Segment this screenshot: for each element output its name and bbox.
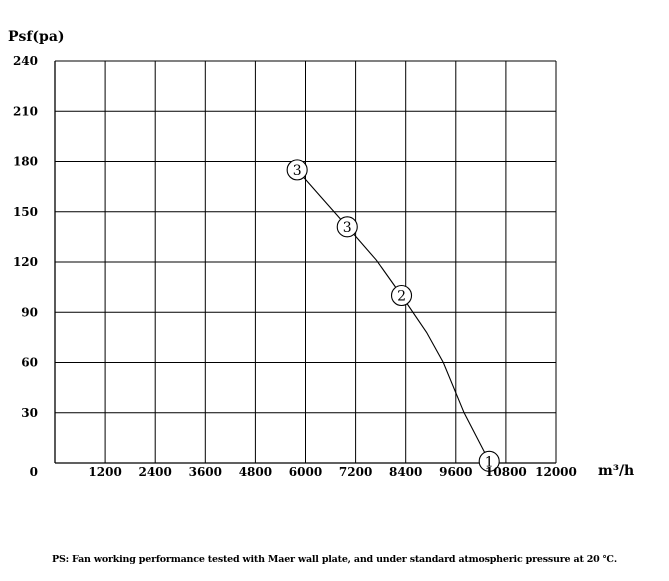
curve-marker: 2 — [390, 284, 413, 307]
y-tick-label: 210 — [13, 104, 38, 118]
y-tick-label: 0 — [30, 465, 38, 479]
marker-layer: 3 3 2 1 — [286, 159, 500, 472]
x-tick-label: 4800 — [239, 465, 272, 479]
marker-label: 3 — [343, 220, 352, 236]
x-axis-title: m³/h — [598, 463, 634, 479]
y-tick-label: 60 — [21, 356, 38, 370]
x-tick-label: 7200 — [339, 465, 372, 479]
marker-circle — [478, 450, 500, 472]
marker-label: 1 — [485, 454, 494, 470]
y-tick-label: 150 — [13, 205, 38, 219]
x-tick-label: 12000 — [535, 465, 577, 479]
marker-circle — [336, 216, 358, 238]
y-tick-label: 120 — [13, 255, 38, 269]
curve-marker: 1 — [478, 450, 500, 472]
marker-label: 3 — [293, 163, 302, 179]
y-tick-label: 180 — [13, 155, 38, 169]
x-tick-label: 6000 — [289, 465, 322, 479]
x-tick-label: 3600 — [189, 465, 222, 479]
footnote: PS: Fan working performance tested with … — [52, 554, 617, 565]
performance-chart: 3 3 2 1 0 30 60 90 120 150 180 210 240 1200 2400 3600 4… — [8, 29, 634, 479]
y-tick-label: 90 — [21, 305, 38, 319]
axes — [54, 61, 556, 464]
tick-labels: 0 30 60 90 120 150 180 210 240 1200 2400 3600 4800 60… — [13, 54, 577, 479]
curve-marker: 3 — [286, 159, 308, 181]
x-tick-label: 10800 — [485, 465, 527, 479]
grid — [55, 60, 557, 463]
x-tick-label: 8400 — [389, 465, 422, 479]
y-axis-title: Psf(pa) — [8, 29, 65, 45]
x-tick-label: 9600 — [439, 465, 472, 479]
series-layer — [296, 169, 490, 462]
y-tick-label: 240 — [13, 54, 38, 68]
marker-circle — [286, 159, 308, 181]
y-tick-label: 30 — [21, 406, 38, 420]
curve-marker: 3 — [336, 216, 358, 238]
x-tick-label: 2400 — [138, 465, 171, 479]
performance-curve — [296, 169, 490, 462]
x-tick-label: 1200 — [88, 465, 121, 479]
marker-circle — [390, 284, 413, 307]
marker-label: 2 — [397, 289, 406, 305]
